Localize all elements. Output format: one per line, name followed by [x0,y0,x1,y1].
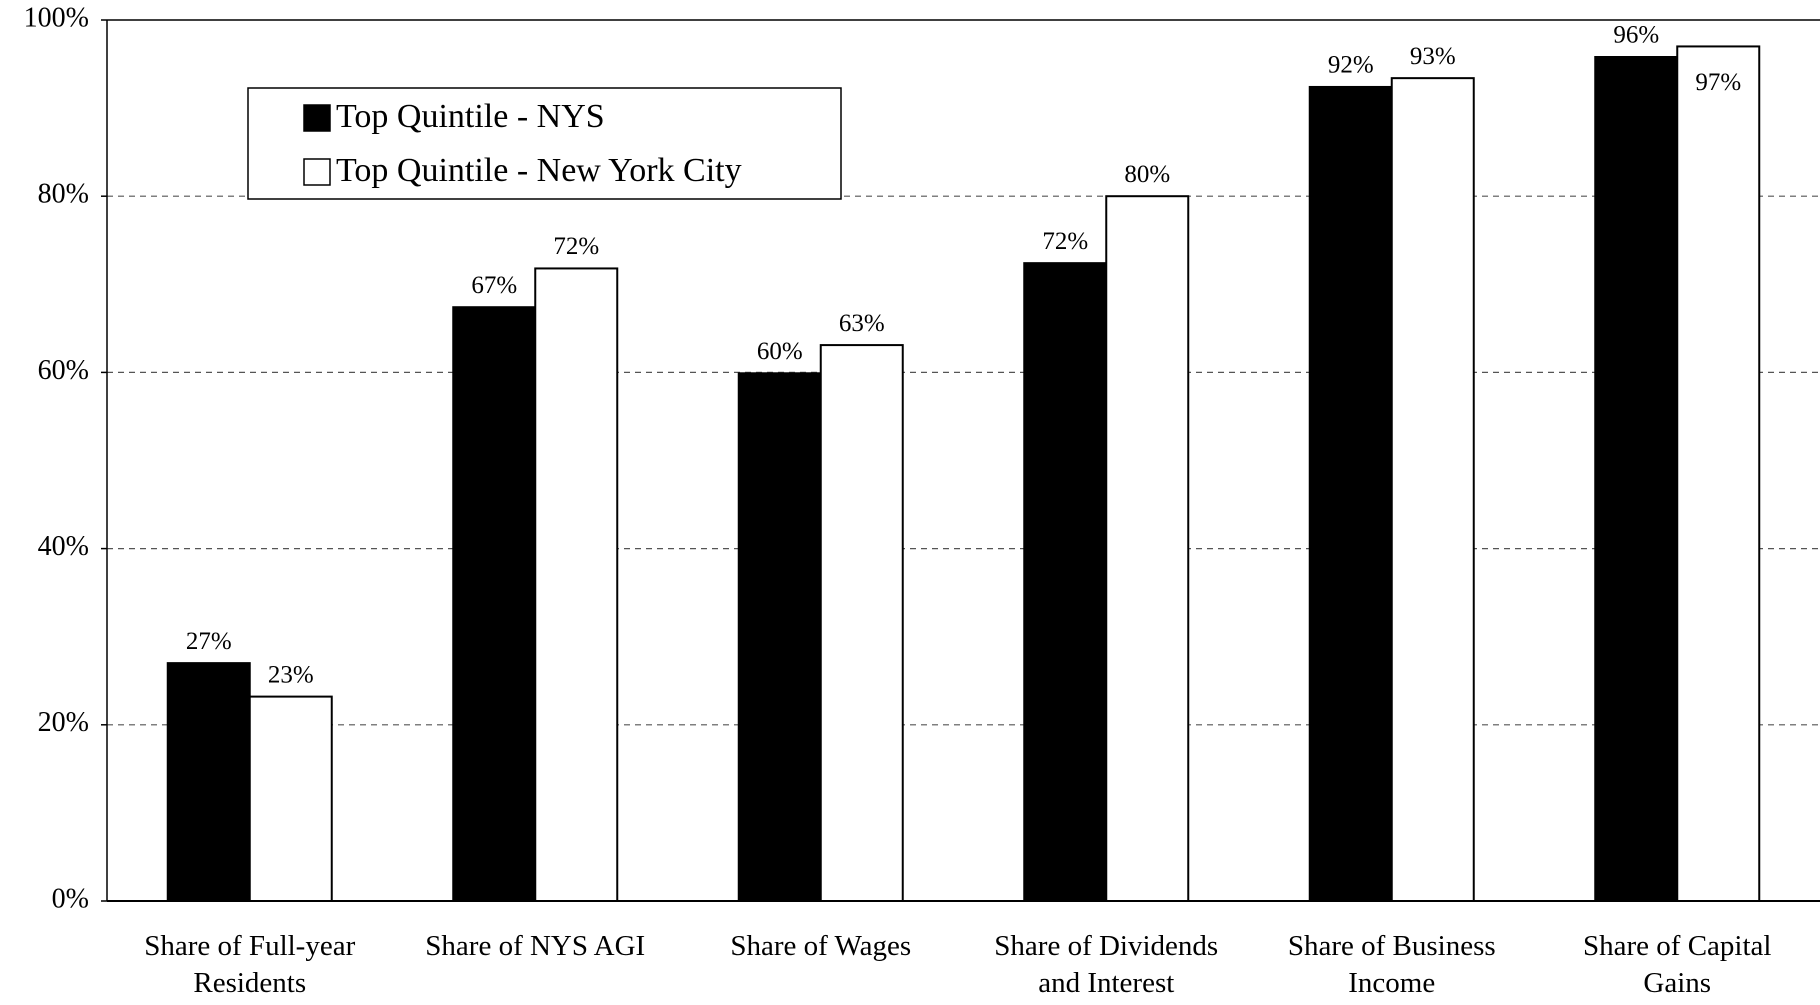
data-label: 96% [1613,22,1659,49]
y-tick-label: 60% [38,355,89,386]
bar [166,662,251,902]
data-label: 80% [1124,161,1170,188]
bar [1676,45,1761,903]
legend-swatch [303,158,331,186]
data-label: 72% [553,233,599,260]
legend-box [247,87,842,200]
data-label: 23% [268,661,314,688]
data-label: 67% [471,272,517,299]
x-tick-label: Share of NYS AGI [425,930,646,962]
bar [1594,56,1679,902]
data-label: 93% [1410,43,1456,70]
x-tick-label: Share of Full-year Residents [144,930,356,999]
data-label: 97% [1695,69,1741,96]
data-label: 60% [757,338,803,365]
legend-swatch [303,104,331,132]
bar [534,267,619,902]
x-tick-label: Share of Business Income [1287,930,1496,999]
bar [737,372,822,902]
x-tick-label: Share of Wages [730,930,912,962]
data-label: 72% [1042,228,1088,255]
bar [1308,85,1393,903]
y-tick-label: 40% [38,531,89,562]
data-label: 92% [1328,52,1374,79]
data-label: 63% [839,310,885,337]
bar [452,306,537,902]
bar [1023,262,1108,902]
data-label: 27% [186,628,232,655]
bar [1390,77,1475,902]
bar [819,344,904,902]
legend-label: Top Quintile - NYS [336,98,605,135]
legend-label: Top Quintile - New York City [336,152,742,189]
y-tick-label: 80% [38,179,89,210]
y-tick-label: 20% [38,707,89,738]
x-tick-label: Share of Dividends and Interest [994,930,1219,999]
y-tick-label: 0% [52,883,89,914]
bar [1105,195,1190,902]
x-tick-label: Share of Capital Gains [1583,930,1772,999]
bar [248,695,333,902]
y-tick-label: 100% [24,2,89,33]
